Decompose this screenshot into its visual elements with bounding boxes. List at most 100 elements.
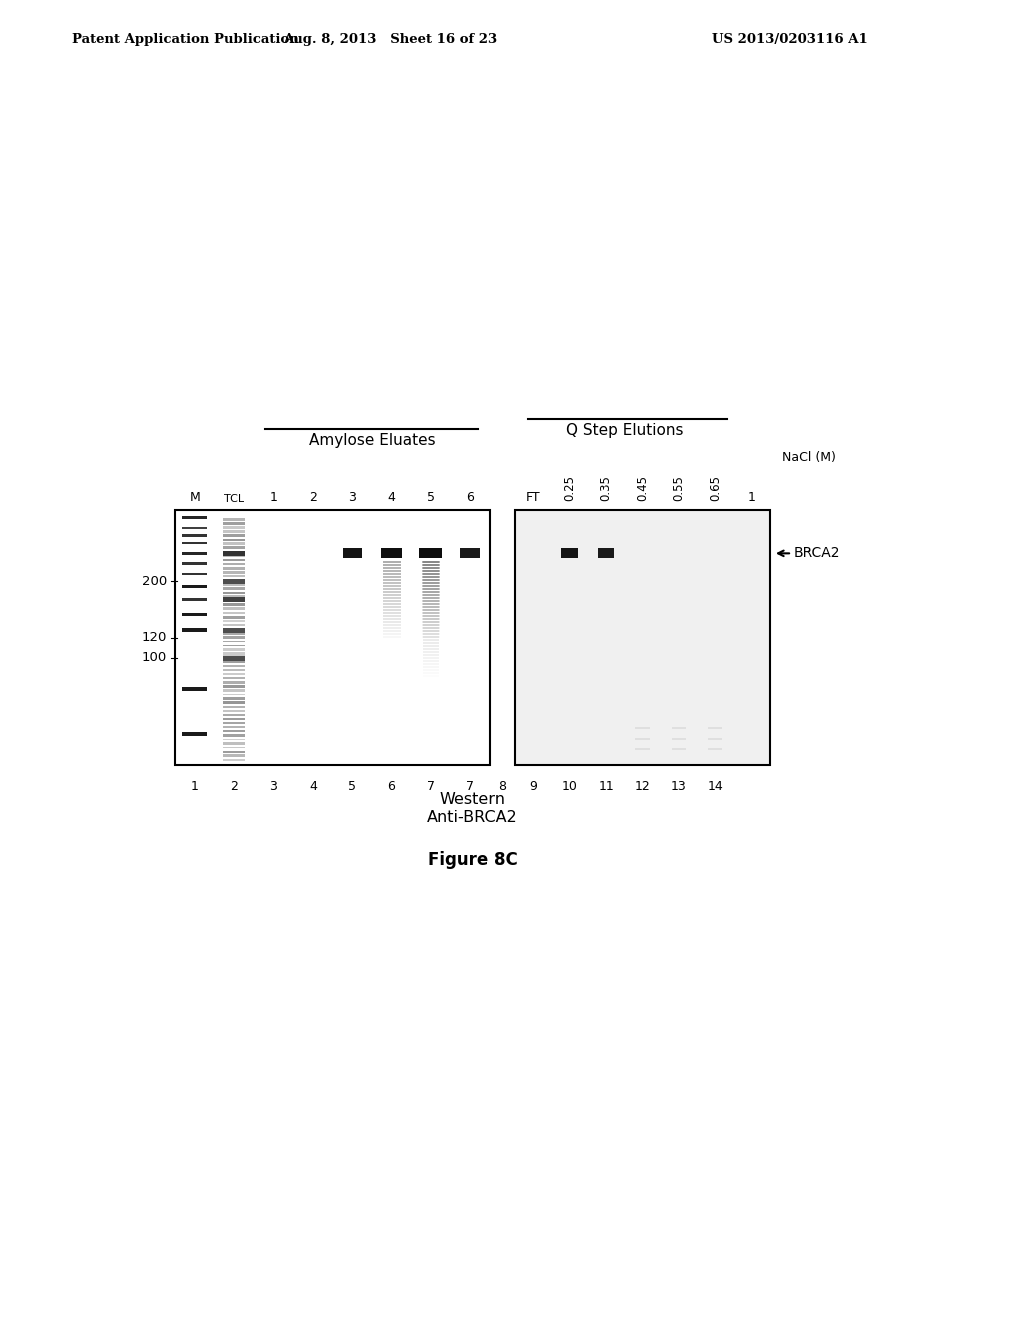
Bar: [423, 665, 439, 668]
Bar: [383, 618, 400, 620]
Bar: [383, 561, 400, 564]
Text: 1: 1: [269, 491, 278, 504]
Bar: [223, 595, 245, 598]
Bar: [383, 585, 400, 587]
Bar: [672, 738, 686, 739]
Text: Patent Application Publication: Patent Application Publication: [72, 33, 299, 46]
Bar: [223, 566, 245, 570]
Text: Western: Western: [439, 792, 506, 808]
Bar: [422, 618, 440, 620]
Bar: [422, 597, 440, 599]
Bar: [423, 653, 439, 656]
Bar: [423, 624, 439, 627]
Bar: [223, 591, 245, 594]
Text: Q Step Elutions: Q Step Elutions: [565, 422, 683, 437]
Bar: [223, 734, 245, 737]
Bar: [223, 624, 245, 626]
Bar: [223, 656, 245, 661]
Text: 0.55: 0.55: [673, 475, 685, 502]
Text: 6: 6: [466, 491, 474, 504]
Bar: [422, 576, 440, 578]
Bar: [223, 710, 245, 713]
Text: Figure 8C: Figure 8C: [428, 851, 517, 869]
Bar: [383, 606, 400, 609]
Bar: [383, 579, 400, 581]
Text: 5: 5: [427, 491, 435, 504]
Bar: [423, 591, 439, 594]
Bar: [422, 599, 440, 602]
Text: 10: 10: [562, 780, 578, 793]
Bar: [422, 594, 440, 597]
Text: 0.65: 0.65: [709, 475, 722, 502]
Bar: [422, 630, 440, 632]
Bar: [636, 727, 649, 729]
Text: TCL: TCL: [224, 494, 244, 504]
Bar: [423, 632, 439, 635]
Bar: [223, 636, 245, 639]
Text: 0.25: 0.25: [563, 475, 577, 502]
Bar: [175, 510, 490, 766]
Text: Amylose Eluates: Amylose Eluates: [308, 433, 435, 447]
Bar: [423, 564, 439, 566]
Bar: [383, 630, 400, 632]
Bar: [709, 738, 723, 739]
Bar: [223, 681, 245, 684]
Bar: [223, 628, 245, 631]
Bar: [182, 543, 208, 544]
Bar: [383, 599, 400, 602]
Text: 14: 14: [708, 780, 723, 793]
Bar: [598, 548, 613, 558]
Bar: [672, 747, 686, 750]
Bar: [182, 535, 208, 537]
Bar: [423, 573, 439, 576]
Bar: [423, 657, 439, 660]
Bar: [423, 609, 439, 611]
Text: Anti-BRCA2: Anti-BRCA2: [427, 810, 518, 825]
Bar: [383, 564, 400, 566]
Bar: [423, 615, 439, 618]
Text: 120: 120: [141, 631, 167, 644]
Bar: [223, 570, 245, 574]
Bar: [423, 561, 439, 564]
Bar: [423, 663, 439, 665]
Bar: [423, 579, 439, 581]
Bar: [223, 665, 245, 667]
Bar: [423, 603, 439, 606]
Bar: [636, 738, 649, 739]
Bar: [223, 640, 245, 643]
Bar: [223, 578, 245, 582]
Bar: [182, 552, 208, 556]
Bar: [223, 706, 245, 708]
Bar: [223, 539, 245, 541]
Bar: [223, 689, 245, 692]
Bar: [182, 686, 208, 690]
Bar: [223, 673, 245, 675]
Text: 3: 3: [348, 491, 356, 504]
Bar: [422, 561, 440, 564]
Bar: [709, 727, 723, 729]
Bar: [383, 615, 400, 618]
Bar: [223, 652, 245, 656]
Bar: [383, 566, 400, 569]
Text: 8: 8: [499, 780, 507, 793]
Bar: [383, 570, 400, 573]
Text: M: M: [189, 491, 200, 504]
Bar: [423, 672, 439, 675]
Text: 12: 12: [635, 780, 650, 793]
Bar: [422, 612, 440, 614]
Text: Aug. 8, 2013   Sheet 16 of 23: Aug. 8, 2013 Sheet 16 of 23: [283, 33, 497, 46]
Bar: [223, 701, 245, 704]
Text: 2: 2: [309, 491, 316, 504]
Bar: [383, 624, 400, 627]
Bar: [223, 628, 245, 632]
Bar: [423, 675, 439, 677]
Bar: [182, 612, 208, 616]
Bar: [423, 606, 439, 609]
Text: 0.45: 0.45: [636, 475, 649, 502]
Bar: [182, 562, 208, 565]
Bar: [223, 632, 245, 635]
Text: 4: 4: [388, 491, 395, 504]
Text: 1: 1: [190, 780, 199, 793]
Bar: [223, 656, 245, 660]
Bar: [423, 597, 439, 599]
